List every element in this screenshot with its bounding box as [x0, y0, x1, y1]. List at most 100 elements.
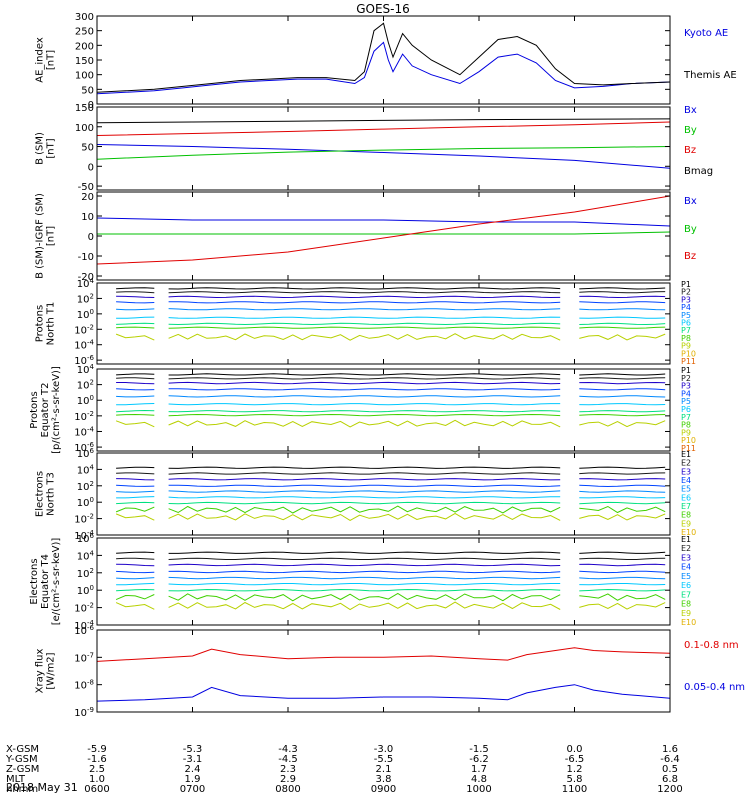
axis-row-value: -5.5	[374, 754, 394, 765]
channel-label: E2	[681, 544, 691, 553]
channel-label: E4	[681, 476, 691, 485]
y-tick-label: 10-2	[74, 513, 94, 526]
channel-line	[116, 478, 155, 481]
channel-line	[579, 551, 666, 554]
y-tick-label: 100	[75, 71, 94, 82]
channel-line	[168, 395, 561, 398]
panel-xray: 10-6 10-7 10-8 10-9 Xray flux [W/m2] 0.1-0.8 n…	[35, 624, 746, 719]
y-axis-label: Equator T4	[40, 554, 51, 609]
axis-row-value: -6.5	[565, 754, 585, 765]
y-tick-label: 10-4	[74, 339, 94, 352]
channel-line	[168, 576, 561, 580]
axis-row-value: 1000	[466, 784, 491, 795]
axis-row-value: 1.9	[185, 774, 201, 785]
channel-line	[168, 413, 561, 417]
axis-row-value: 2.1	[376, 764, 392, 775]
y-tick-label: 10-4	[74, 425, 94, 438]
panel-frame	[96, 368, 671, 452]
channel-line	[579, 308, 666, 311]
channel-line	[168, 496, 561, 499]
series-line-bx	[97, 144, 670, 169]
y-axis-label: B (SM)	[35, 132, 46, 165]
channel-line	[116, 382, 155, 385]
channel-label: P5	[681, 397, 691, 406]
y-tick-label: 10-4	[74, 619, 94, 632]
channel-line	[168, 478, 561, 481]
channel-line	[579, 484, 666, 488]
channel-line	[168, 505, 561, 514]
channel-label: P9	[681, 342, 691, 351]
channel-line	[116, 577, 155, 580]
y-tick-label: 100	[77, 584, 94, 597]
y-tick-label: 50	[81, 143, 94, 154]
channel-line	[579, 316, 666, 319]
time-axis-table: X-GSM -5.9 -5.3 -4.3 -3.0 -1.5 0.0 1.6 Y-GSM -1.6…	[5, 744, 683, 795]
axis-row-label: X-GSM	[6, 744, 39, 755]
channel-line	[115, 506, 155, 513]
channel-line	[168, 301, 561, 304]
axis-row-label: Y-GSM	[5, 754, 38, 765]
y-tick-label: 10-2	[74, 323, 94, 336]
channel-label: P2	[681, 288, 691, 297]
channel-line	[168, 490, 561, 493]
y-tick-label: 106	[77, 447, 95, 460]
plot-area	[115, 551, 666, 611]
channel-line	[116, 308, 155, 311]
channel-line	[579, 301, 666, 304]
y-tick-label: 10-8	[74, 679, 94, 692]
panel-frame	[96, 282, 671, 365]
channel-label: P11	[681, 357, 696, 366]
channel-label: E10	[681, 528, 696, 537]
axis-row-value: -3.0	[374, 744, 394, 755]
channel-line	[579, 413, 666, 417]
channel-line	[579, 583, 666, 586]
channel-line	[116, 582, 155, 586]
channel-line	[579, 496, 666, 499]
channel-line	[168, 466, 561, 469]
y-axis-label: Protons	[29, 391, 40, 428]
y-tick-label: 104	[77, 549, 95, 562]
channel-line	[579, 513, 666, 521]
channel-line	[168, 419, 561, 428]
series-line-kyoto-ae	[97, 41, 670, 95]
channel-line	[579, 466, 666, 469]
channel-line	[579, 395, 666, 398]
channel-line	[579, 377, 666, 380]
y-tick-label: 106	[77, 532, 95, 545]
plot-area	[97, 647, 670, 702]
channel-line	[116, 490, 155, 493]
channel-label: P9	[681, 428, 691, 437]
channel-label: P10	[681, 349, 696, 358]
channel-line	[116, 316, 155, 319]
legend-entry: Bz	[684, 145, 696, 156]
plot-area	[115, 373, 666, 428]
channel-line	[116, 409, 155, 413]
y-axis-label: B (SM)-IGRF (SM)	[35, 193, 46, 279]
channel-line	[116, 551, 155, 554]
axis-row-value: 0.0	[567, 744, 583, 755]
plot-area	[97, 118, 670, 169]
channel-line	[579, 373, 666, 376]
channel-label: P8	[681, 421, 691, 430]
axis-row-value: 2.3	[280, 764, 296, 775]
y-tick-label: 0	[88, 232, 94, 243]
channel-label: P4	[681, 389, 691, 398]
panel-frame	[96, 452, 671, 536]
axis-row-value: 1.2	[567, 764, 583, 775]
y-axis-label: [nT]	[46, 138, 57, 158]
channel-line	[579, 478, 666, 481]
channel-line	[168, 501, 561, 505]
channel-line	[115, 594, 155, 601]
channel-label: E1	[681, 450, 691, 459]
y-axis-label: Xray flux	[35, 649, 46, 694]
y-axis-label: Electrons	[29, 558, 40, 604]
figure-title: GOES-16	[356, 2, 410, 16]
channel-line	[579, 563, 666, 567]
series-line-0-05-0-4-nm	[97, 684, 670, 702]
channel-label: E8	[681, 600, 691, 609]
channel-label: P1	[681, 366, 691, 375]
y-axis-label: [p/(cm²-s-sr-keV)]	[51, 366, 62, 454]
y-tick-label: 104	[77, 463, 95, 476]
y-tick-label: 200	[75, 41, 94, 52]
